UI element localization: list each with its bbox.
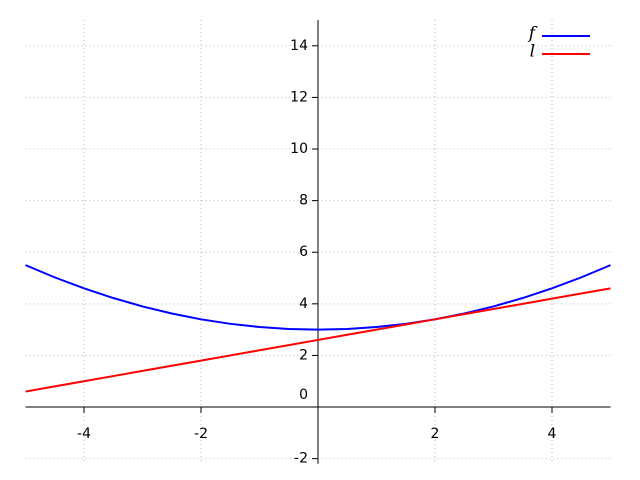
x-tick-label: 4 xyxy=(548,426,557,442)
line xyxy=(25,264,611,331)
y-tick-label: 4 xyxy=(299,296,308,312)
y-tick-label: 12 xyxy=(290,89,308,105)
y-tick-label: 0 xyxy=(299,387,308,403)
y-tick-label: 14 xyxy=(290,38,308,54)
y-tick-label: 6 xyxy=(299,244,308,260)
y-tick-label: -2 xyxy=(294,451,308,467)
legend-label: f xyxy=(527,24,538,44)
x-tick-label: -4 xyxy=(77,426,91,442)
y-tick-label: 2 xyxy=(299,347,308,363)
y-tick-label: 10 xyxy=(290,141,308,157)
line xyxy=(25,287,611,393)
x-tick-label: -2 xyxy=(194,426,208,442)
y-tick-label: 8 xyxy=(299,193,308,209)
legend-label: l xyxy=(530,42,535,62)
x-tick-label: 2 xyxy=(431,426,440,442)
